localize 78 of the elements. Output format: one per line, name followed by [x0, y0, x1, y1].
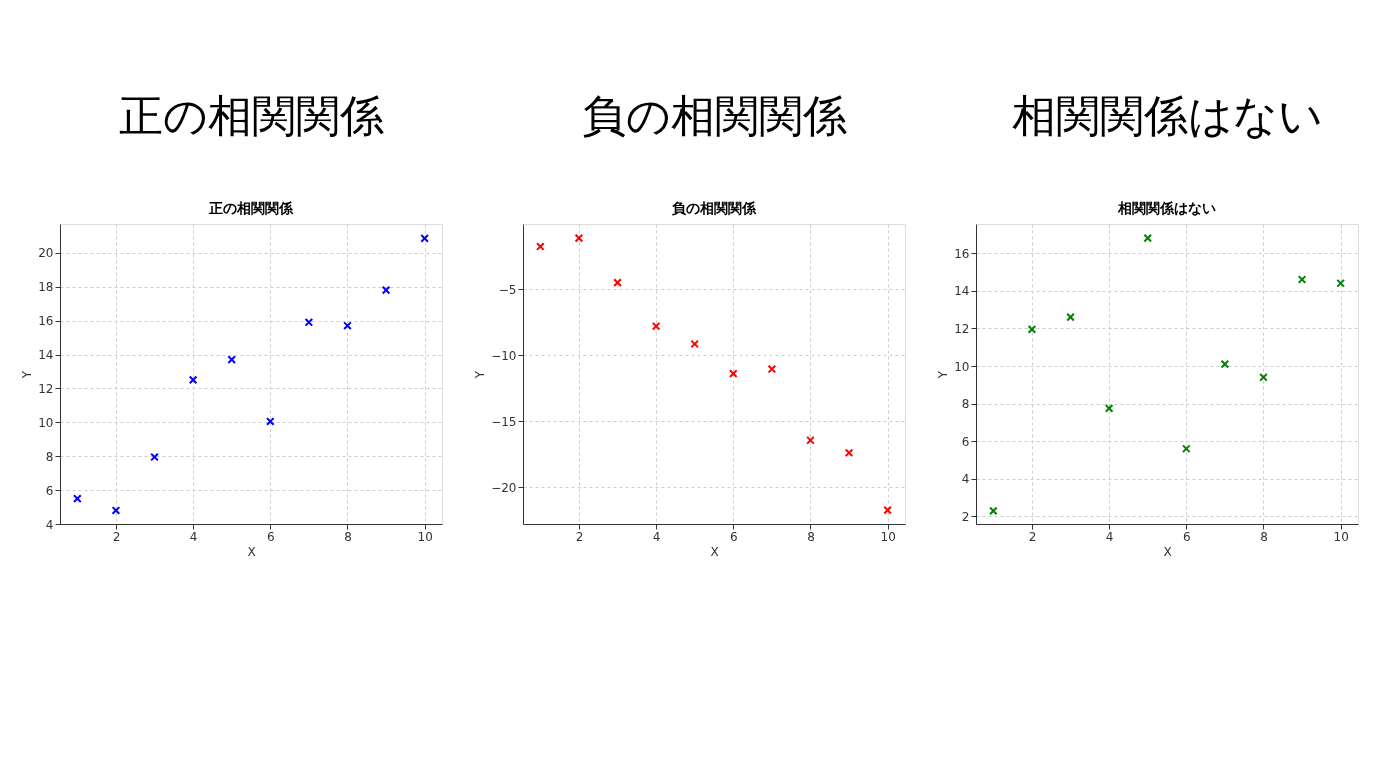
point: [343, 321, 352, 331]
point: [265, 417, 275, 426]
point: [150, 452, 159, 462]
point: [1104, 403, 1114, 413]
x-axis-title: X: [247, 544, 256, 559]
y-tick-label: 6: [961, 434, 970, 449]
x-tick-label: 4: [189, 529, 198, 544]
y-tick-label: 2: [961, 509, 970, 524]
y-tick-label: 8: [45, 449, 54, 464]
y-tick-label: 4: [45, 517, 54, 532]
x-tick-label: 8: [1260, 529, 1268, 544]
point: [1336, 278, 1345, 288]
y-tick-label: 16: [954, 246, 970, 261]
y-tick-label: 10: [38, 415, 54, 430]
text: 相関関係はない: [1011, 90, 1323, 141]
point: [806, 435, 815, 445]
y-tick-label: 14: [954, 284, 970, 299]
point: [227, 355, 237, 364]
point: [1143, 233, 1153, 243]
y-axis-title: Y: [473, 370, 488, 380]
point: [536, 242, 545, 251]
y-tick-label: 12: [38, 381, 54, 396]
y-tick-label: 12: [954, 321, 970, 336]
text: 負の相関関係: [581, 90, 847, 141]
point: [574, 233, 584, 243]
point: [1297, 275, 1307, 284]
y-axis-title: Y: [936, 370, 951, 380]
point: [188, 375, 198, 385]
y-tick-label: 10: [954, 359, 970, 374]
y-tick-label: 14: [38, 348, 54, 363]
x-tick-label: 6: [729, 529, 738, 544]
x-tick-label: 4: [1105, 529, 1114, 544]
x-tick-label: 8: [807, 529, 815, 544]
y-tick-label: 6: [45, 483, 54, 498]
point: [767, 364, 777, 374]
x-tick-label: 2: [112, 529, 121, 544]
point: [73, 494, 82, 503]
y-tick-label: 20: [38, 246, 54, 261]
x-tick-label: 10: [417, 529, 433, 544]
x-tick-label: 10: [1333, 529, 1349, 544]
x-axis-title: X: [710, 544, 719, 559]
chart-title: 負の相関関係: [672, 200, 757, 216]
text: 正の相関関係: [118, 90, 384, 141]
x-tick-label: 6: [1182, 529, 1191, 544]
point: [1181, 444, 1191, 454]
point: [1220, 359, 1230, 369]
y-tick-label: 18: [38, 280, 54, 295]
y-tick-label: −20: [491, 480, 517, 495]
point: [613, 278, 622, 288]
point: [304, 317, 314, 327]
y-tick-label: −15: [491, 414, 517, 429]
point: [883, 505, 892, 515]
x-axis-title: X: [1163, 544, 1172, 559]
point: [381, 285, 391, 295]
point: [111, 506, 121, 515]
y-tick-label: 8: [961, 397, 970, 412]
point: [1066, 312, 1075, 322]
chart-title: 相関関係はない: [1117, 200, 1216, 216]
x-tick-label: 2: [1028, 529, 1037, 544]
y-tick-label: −10: [491, 348, 517, 363]
point: [1027, 324, 1037, 334]
point: [1259, 372, 1268, 382]
y-axis-title: Y: [20, 370, 35, 380]
point: [420, 234, 429, 243]
point: [989, 506, 998, 516]
point: [651, 321, 661, 331]
x-tick-label: 2: [575, 529, 584, 544]
y-tick-label: 16: [38, 314, 54, 329]
chart-title: 正の相関関係: [208, 200, 294, 216]
x-tick-label: 10: [880, 529, 896, 544]
x-tick-label: 8: [344, 529, 352, 544]
point: [690, 339, 700, 349]
x-tick-label: 6: [266, 529, 275, 544]
point: [844, 448, 854, 458]
y-tick-label: −5: [498, 282, 517, 297]
y-tick-label: 4: [961, 472, 970, 487]
x-tick-label: 4: [652, 529, 661, 544]
point: [728, 369, 738, 379]
